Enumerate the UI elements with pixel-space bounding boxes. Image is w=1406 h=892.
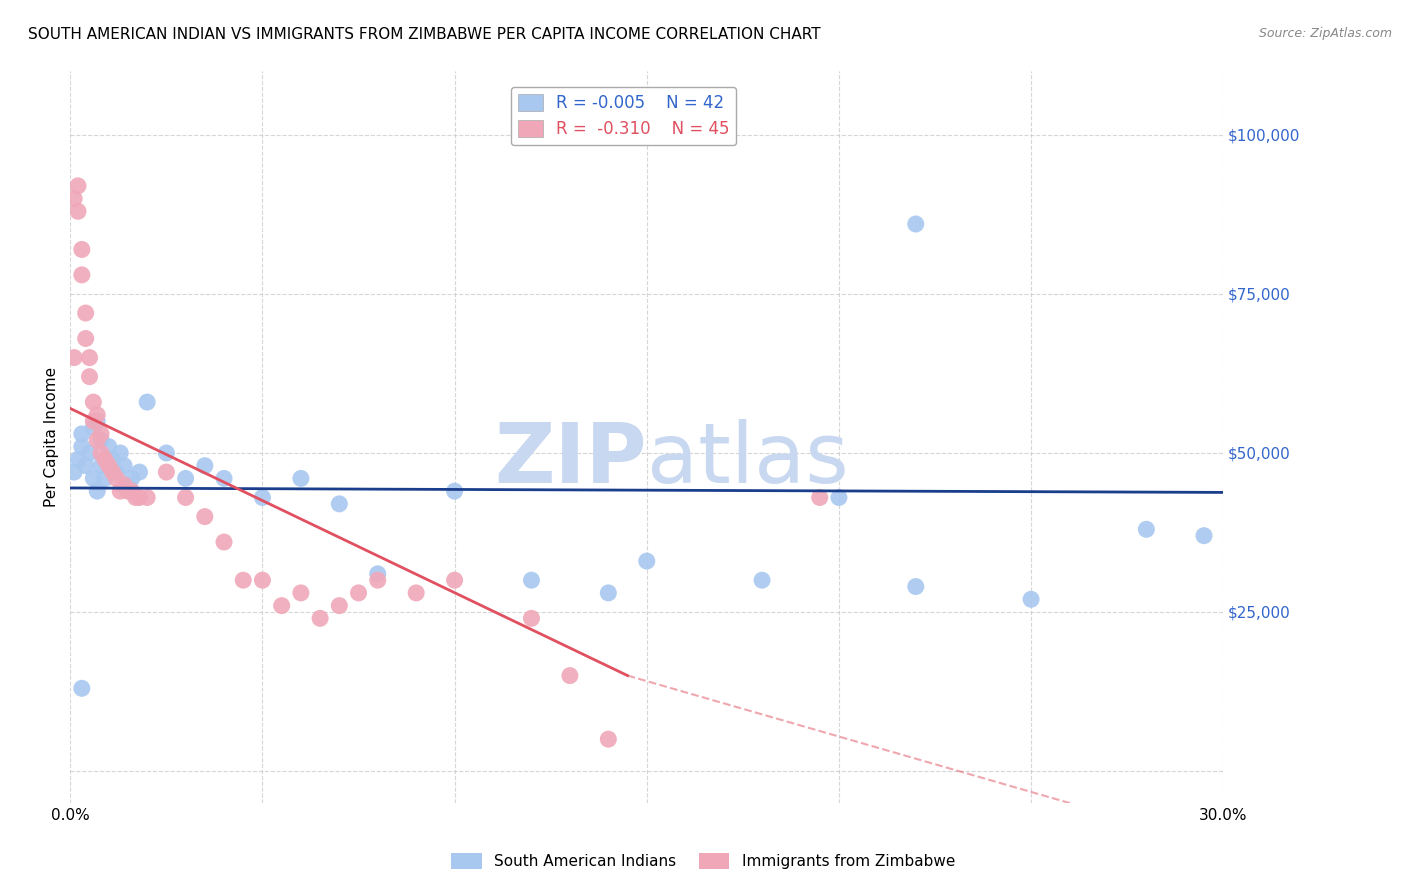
Text: Source: ZipAtlas.com: Source: ZipAtlas.com bbox=[1258, 27, 1392, 40]
Point bbox=[808, 491, 831, 505]
Point bbox=[309, 611, 332, 625]
Point bbox=[128, 465, 150, 479]
Point bbox=[155, 446, 177, 460]
Point bbox=[124, 491, 146, 505]
Text: atlas: atlas bbox=[647, 418, 848, 500]
Point bbox=[86, 414, 108, 428]
Point bbox=[598, 586, 620, 600]
Point bbox=[194, 458, 217, 473]
Point bbox=[66, 204, 89, 219]
Point bbox=[174, 491, 197, 505]
Point bbox=[110, 484, 132, 499]
Point bbox=[101, 452, 124, 467]
Point bbox=[94, 452, 117, 467]
Point bbox=[105, 471, 128, 485]
Point bbox=[290, 586, 312, 600]
Point bbox=[90, 434, 112, 448]
Point bbox=[66, 178, 89, 193]
Point bbox=[121, 471, 143, 485]
Point bbox=[82, 414, 104, 428]
Point bbox=[117, 484, 139, 499]
Point bbox=[94, 471, 117, 485]
Point bbox=[904, 217, 927, 231]
Point bbox=[70, 440, 93, 454]
Point bbox=[110, 446, 132, 460]
Point bbox=[86, 434, 108, 448]
Legend: R = -0.005    N = 42, R =  -0.310    N = 45: R = -0.005 N = 42, R = -0.310 N = 45 bbox=[512, 87, 737, 145]
Point bbox=[86, 408, 108, 422]
Point bbox=[194, 509, 217, 524]
Point bbox=[443, 484, 465, 499]
Point bbox=[1019, 592, 1042, 607]
Point bbox=[82, 471, 104, 485]
Point bbox=[75, 331, 97, 345]
Point bbox=[270, 599, 292, 613]
Point bbox=[367, 566, 389, 581]
Point bbox=[155, 465, 177, 479]
Point bbox=[112, 458, 135, 473]
Point bbox=[212, 535, 235, 549]
Point bbox=[598, 732, 620, 747]
Point bbox=[117, 477, 139, 491]
Y-axis label: Per Capita Income: Per Capita Income bbox=[44, 367, 59, 508]
Point bbox=[328, 497, 350, 511]
Point bbox=[75, 306, 97, 320]
Point bbox=[520, 573, 543, 587]
Point bbox=[97, 440, 120, 454]
Point bbox=[128, 491, 150, 505]
Point bbox=[86, 484, 108, 499]
Point bbox=[97, 458, 120, 473]
Point bbox=[636, 554, 658, 568]
Point bbox=[70, 243, 93, 257]
Point bbox=[82, 420, 104, 434]
Point bbox=[904, 580, 927, 594]
Point bbox=[70, 268, 93, 282]
Point bbox=[405, 586, 427, 600]
Point bbox=[101, 465, 124, 479]
Point bbox=[212, 471, 235, 485]
Point bbox=[79, 351, 101, 365]
Text: SOUTH AMERICAN INDIAN VS IMMIGRANTS FROM ZIMBABWE PER CAPITA INCOME CORRELATION : SOUTH AMERICAN INDIAN VS IMMIGRANTS FROM… bbox=[28, 27, 821, 42]
Point bbox=[75, 458, 97, 473]
Point bbox=[443, 573, 465, 587]
Point bbox=[63, 465, 86, 479]
Point bbox=[112, 477, 135, 491]
Point bbox=[828, 491, 851, 505]
Point bbox=[105, 465, 128, 479]
Point bbox=[347, 586, 370, 600]
Legend: South American Indians, Immigrants from Zimbabwe: South American Indians, Immigrants from … bbox=[444, 847, 962, 875]
Text: ZIP: ZIP bbox=[495, 418, 647, 500]
Point bbox=[232, 573, 254, 587]
Point bbox=[328, 599, 350, 613]
Point bbox=[136, 491, 159, 505]
Point bbox=[174, 471, 197, 485]
Point bbox=[90, 446, 112, 460]
Point bbox=[252, 573, 274, 587]
Point bbox=[367, 573, 389, 587]
Point bbox=[79, 446, 101, 460]
Point bbox=[1135, 522, 1157, 536]
Point bbox=[1192, 529, 1215, 543]
Point bbox=[558, 668, 581, 682]
Point bbox=[63, 351, 86, 365]
Point bbox=[520, 611, 543, 625]
Point bbox=[79, 369, 101, 384]
Point bbox=[121, 484, 143, 499]
Point bbox=[90, 458, 112, 473]
Point bbox=[63, 192, 86, 206]
Point bbox=[90, 426, 112, 441]
Point bbox=[136, 395, 159, 409]
Point bbox=[66, 452, 89, 467]
Point bbox=[70, 426, 93, 441]
Point bbox=[290, 471, 312, 485]
Point bbox=[70, 681, 93, 696]
Point bbox=[82, 395, 104, 409]
Point bbox=[252, 491, 274, 505]
Point bbox=[751, 573, 773, 587]
